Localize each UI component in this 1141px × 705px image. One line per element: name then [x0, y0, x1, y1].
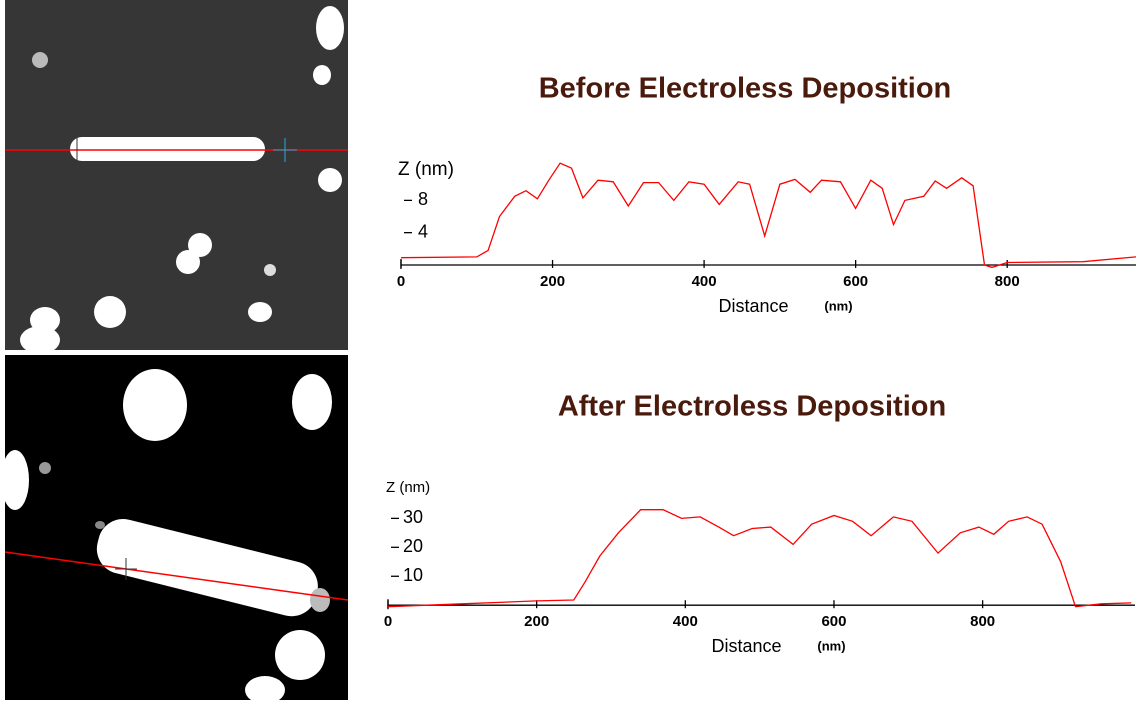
chart-title: After Electroless Deposition [558, 391, 946, 423]
x-tick-label: 600 [843, 273, 868, 290]
x-tick-label: 800 [970, 613, 995, 630]
y-tick-label: 30 [403, 507, 423, 527]
x-tick-label: 200 [540, 273, 565, 290]
profile-line [387, 509, 1132, 608]
y-tick-label: 10 [403, 565, 423, 585]
x-axis-unit: (nm) [824, 298, 852, 313]
x-tick-label: 600 [821, 613, 846, 630]
x-axis-label: Distance [711, 636, 781, 656]
x-tick-label: 200 [524, 613, 549, 630]
y-axis-label: Z (nm) [398, 159, 454, 180]
x-axis-label: Distance [718, 296, 788, 316]
y-axis-label: Z (nm) [386, 479, 430, 496]
profile-line [400, 162, 1137, 269]
x-tick-label: 400 [673, 613, 698, 630]
x-tick-label: 0 [397, 273, 405, 290]
x-tick-label: 0 [384, 613, 392, 630]
y-tick-label: 4 [418, 221, 428, 241]
y-tick-label: 20 [403, 536, 423, 556]
x-tick-label: 800 [995, 273, 1020, 290]
afm-image-after [1, 355, 349, 704]
chart-title: Before Electroless Deposition [539, 73, 952, 105]
x-axis-unit: (nm) [817, 638, 845, 653]
x-tick-label: 400 [692, 273, 717, 290]
afm-image-before [5, 0, 348, 354]
y-tick-label: 8 [418, 189, 428, 209]
